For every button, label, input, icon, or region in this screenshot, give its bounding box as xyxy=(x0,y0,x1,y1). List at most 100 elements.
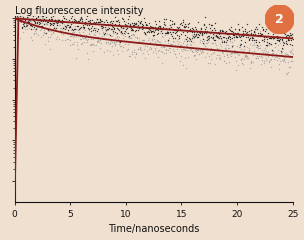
Point xyxy=(250,38,255,42)
Point xyxy=(34,26,39,30)
Point xyxy=(110,53,115,57)
Point xyxy=(258,46,263,50)
Point xyxy=(42,22,47,26)
Point xyxy=(177,36,182,40)
Point xyxy=(288,49,293,53)
Point xyxy=(95,27,100,31)
Point xyxy=(157,19,162,23)
Point xyxy=(259,33,264,37)
Text: 2: 2 xyxy=(275,13,284,26)
Point xyxy=(186,45,191,49)
Point xyxy=(275,43,280,47)
Point xyxy=(103,37,108,41)
Point xyxy=(129,33,134,37)
Point xyxy=(176,51,181,55)
Point xyxy=(116,37,121,41)
Point xyxy=(21,13,26,17)
Point xyxy=(247,48,252,52)
Point xyxy=(150,29,155,33)
Point xyxy=(143,56,148,60)
Point xyxy=(182,25,187,29)
Point xyxy=(212,22,217,25)
Point xyxy=(185,55,190,59)
Point xyxy=(181,24,186,28)
Point xyxy=(229,41,234,44)
Point xyxy=(286,34,291,38)
Point xyxy=(141,41,146,45)
Point xyxy=(164,31,169,35)
Point xyxy=(284,71,288,75)
Point xyxy=(98,46,102,50)
Point xyxy=(288,42,292,45)
Point xyxy=(206,38,211,42)
Point xyxy=(233,59,238,63)
Point xyxy=(274,52,278,56)
Point xyxy=(61,16,66,20)
Point xyxy=(203,25,208,29)
Point xyxy=(206,37,211,41)
Point xyxy=(283,32,288,36)
Point xyxy=(43,11,48,15)
Point xyxy=(241,44,246,48)
Point xyxy=(261,51,266,54)
Point xyxy=(15,13,20,17)
Point xyxy=(150,29,155,33)
Point xyxy=(88,43,93,47)
Point xyxy=(158,42,163,46)
Point xyxy=(144,44,149,48)
Point xyxy=(86,26,91,30)
Point xyxy=(152,40,157,44)
Point xyxy=(140,40,144,44)
Point xyxy=(281,59,285,63)
Point xyxy=(244,22,249,26)
Point xyxy=(127,41,132,44)
Point xyxy=(136,47,140,51)
Point xyxy=(113,19,118,23)
Point xyxy=(289,42,294,46)
Point xyxy=(71,19,76,23)
Point xyxy=(84,22,89,25)
Point xyxy=(185,39,189,43)
Point xyxy=(105,27,110,30)
Point xyxy=(57,18,62,22)
Point xyxy=(183,37,188,41)
Point xyxy=(71,30,76,34)
Point xyxy=(138,22,143,25)
Point xyxy=(24,17,29,21)
Point xyxy=(128,54,133,57)
Point xyxy=(86,32,91,36)
Point xyxy=(206,61,210,65)
Point xyxy=(275,53,279,57)
Point xyxy=(57,20,62,24)
Point xyxy=(165,38,170,42)
Point xyxy=(40,27,44,30)
Point xyxy=(227,35,232,39)
Point xyxy=(225,53,230,56)
Point xyxy=(94,40,99,44)
Point xyxy=(185,48,189,52)
Point xyxy=(83,37,88,41)
Point xyxy=(207,22,212,26)
Point xyxy=(201,37,206,41)
Point xyxy=(122,24,127,28)
Point xyxy=(222,40,226,44)
Point xyxy=(188,48,193,52)
Point xyxy=(225,46,230,50)
Point xyxy=(157,48,162,52)
Point xyxy=(123,42,127,46)
Point xyxy=(62,38,67,42)
Point xyxy=(158,25,163,29)
Point xyxy=(90,35,95,39)
Point xyxy=(290,37,295,41)
Point xyxy=(37,17,42,20)
Point xyxy=(107,20,112,24)
Point xyxy=(253,32,258,36)
Point xyxy=(182,47,187,51)
Point xyxy=(216,47,221,51)
Point xyxy=(19,19,23,23)
Point xyxy=(37,20,42,24)
Point xyxy=(151,34,156,37)
Point xyxy=(41,17,46,21)
Point xyxy=(161,35,166,38)
Point xyxy=(23,27,28,30)
